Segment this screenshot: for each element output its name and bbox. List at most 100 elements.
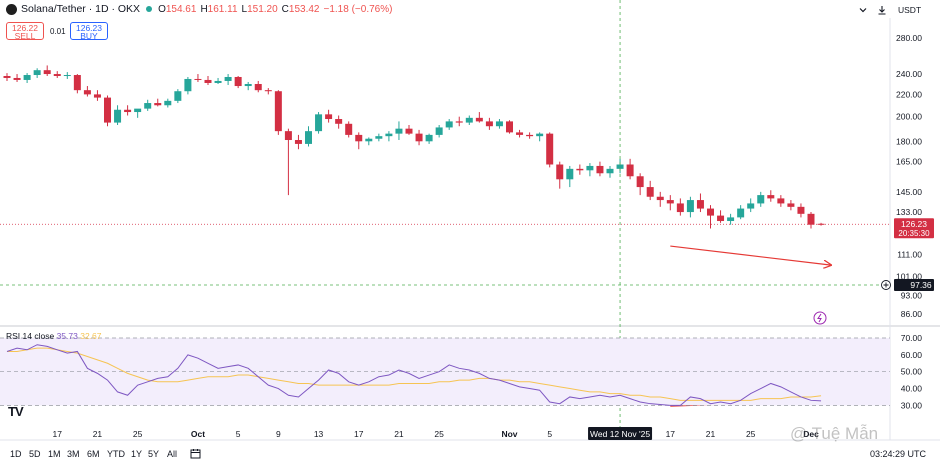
utc-clock[interactable]: 03:24:29 UTC — [870, 449, 927, 459]
candle — [395, 121, 403, 141]
candle-body — [757, 195, 765, 204]
candle — [797, 203, 805, 218]
candle — [405, 125, 413, 135]
candle-body — [144, 103, 152, 109]
time-tick-label: 21 — [394, 429, 404, 439]
candle-body — [465, 117, 473, 123]
sell-button[interactable]: 126.22 SELL — [6, 22, 44, 40]
candle — [194, 74, 202, 82]
range-all[interactable]: All — [167, 449, 178, 459]
candle — [777, 195, 785, 207]
candle-body — [707, 208, 714, 216]
candle — [757, 191, 765, 207]
candle — [284, 128, 292, 196]
ohlc-low: L151.20 — [241, 3, 278, 15]
chevron-down-icon[interactable] — [858, 5, 868, 17]
candle — [335, 115, 343, 129]
candle — [174, 89, 182, 104]
candle — [425, 133, 433, 144]
download-icon[interactable] — [877, 5, 887, 17]
candle — [13, 74, 21, 82]
candle — [576, 164, 584, 175]
candle-body — [445, 121, 453, 128]
candle-body — [3, 75, 11, 78]
candle — [475, 112, 483, 123]
candle-body — [335, 119, 343, 124]
candle — [656, 191, 664, 207]
market-status-dot-icon — [146, 6, 153, 12]
range-6m[interactable]: 6M — [87, 449, 100, 459]
range-1d[interactable]: 1D — [10, 449, 22, 459]
crosshair-price-label: 97.36 — [910, 280, 932, 290]
candle — [294, 134, 302, 150]
rsi-label[interactable]: RSI 14 close — [6, 331, 55, 341]
countdown-label: 20:35:30 — [898, 229, 930, 238]
candle — [636, 173, 644, 196]
candle — [516, 129, 524, 138]
time-tick-label: 17 — [354, 429, 364, 439]
range-5d[interactable]: 5D — [29, 449, 41, 459]
candle-body — [63, 75, 71, 77]
candle — [586, 163, 594, 177]
time-tick-label: Nov — [501, 429, 517, 439]
candle-body — [576, 168, 584, 171]
candle — [717, 210, 725, 223]
candle-body — [506, 121, 513, 133]
buy-price: 126.23 — [76, 23, 102, 33]
calendar-icon[interactable] — [190, 448, 201, 461]
candle — [787, 200, 795, 211]
candle — [53, 71, 61, 78]
buy-button[interactable]: 126.23 BUY — [70, 22, 108, 40]
candle-body — [154, 103, 162, 106]
candle — [445, 119, 453, 130]
rsi-tick-label: 40.00 — [901, 384, 923, 394]
candle-body — [727, 217, 735, 222]
candle — [43, 65, 51, 76]
sell-label: SELL — [14, 31, 36, 41]
candle — [154, 98, 162, 107]
currency-select[interactable]: USDT — [898, 5, 922, 15]
candle-body — [204, 79, 212, 83]
candle-body — [455, 121, 463, 123]
price-tick-label: 133.00 — [896, 207, 922, 217]
candle-body — [345, 123, 353, 135]
range-3m[interactable]: 3M — [67, 449, 80, 459]
rsi-tick-label: 50.00 — [901, 367, 923, 377]
range-ytd[interactable]: YTD — [107, 449, 125, 459]
candle-body — [284, 131, 292, 141]
candle — [385, 131, 393, 142]
candle-body — [616, 164, 624, 169]
candle-body — [767, 195, 775, 199]
candle-body — [83, 90, 91, 95]
candle — [686, 196, 694, 218]
candle-body — [315, 114, 323, 132]
candle-body — [365, 138, 373, 142]
rsi-value: 35.73 — [56, 331, 78, 341]
candle — [435, 125, 443, 138]
candle-body — [264, 90, 272, 92]
time-axis: 17 21 25 Oct 5 9 13 17 21 25 Nov 5 17 21 25 Dec Wed 12 N… — [53, 427, 819, 440]
range-1y[interactable]: 1Y — [131, 449, 143, 459]
candle-body — [13, 77, 21, 80]
candle — [355, 132, 363, 150]
candle-body — [73, 75, 81, 91]
candle-body — [475, 117, 483, 122]
candle — [495, 119, 503, 129]
rsi-tick-label: 60.00 — [901, 350, 923, 360]
candle-body — [817, 223, 825, 225]
candle — [526, 132, 534, 139]
candle-body — [224, 76, 232, 81]
range-1m[interactable]: 1M — [48, 449, 61, 459]
candle-body — [536, 133, 544, 137]
tradingview-logo: TV — [8, 404, 24, 419]
candle — [707, 205, 714, 229]
time-tick-label: 25 — [746, 429, 756, 439]
lightning-icon — [813, 311, 827, 325]
range-5y[interactable]: 5Y — [148, 449, 160, 459]
candles — [3, 65, 825, 229]
time-tick-label: 21 — [706, 429, 716, 439]
candle-body — [636, 176, 644, 188]
ohlc-high: H161.11 — [200, 3, 238, 15]
symbol-title[interactable]: Solana/Tether · 1D · OKX — [21, 3, 141, 15]
